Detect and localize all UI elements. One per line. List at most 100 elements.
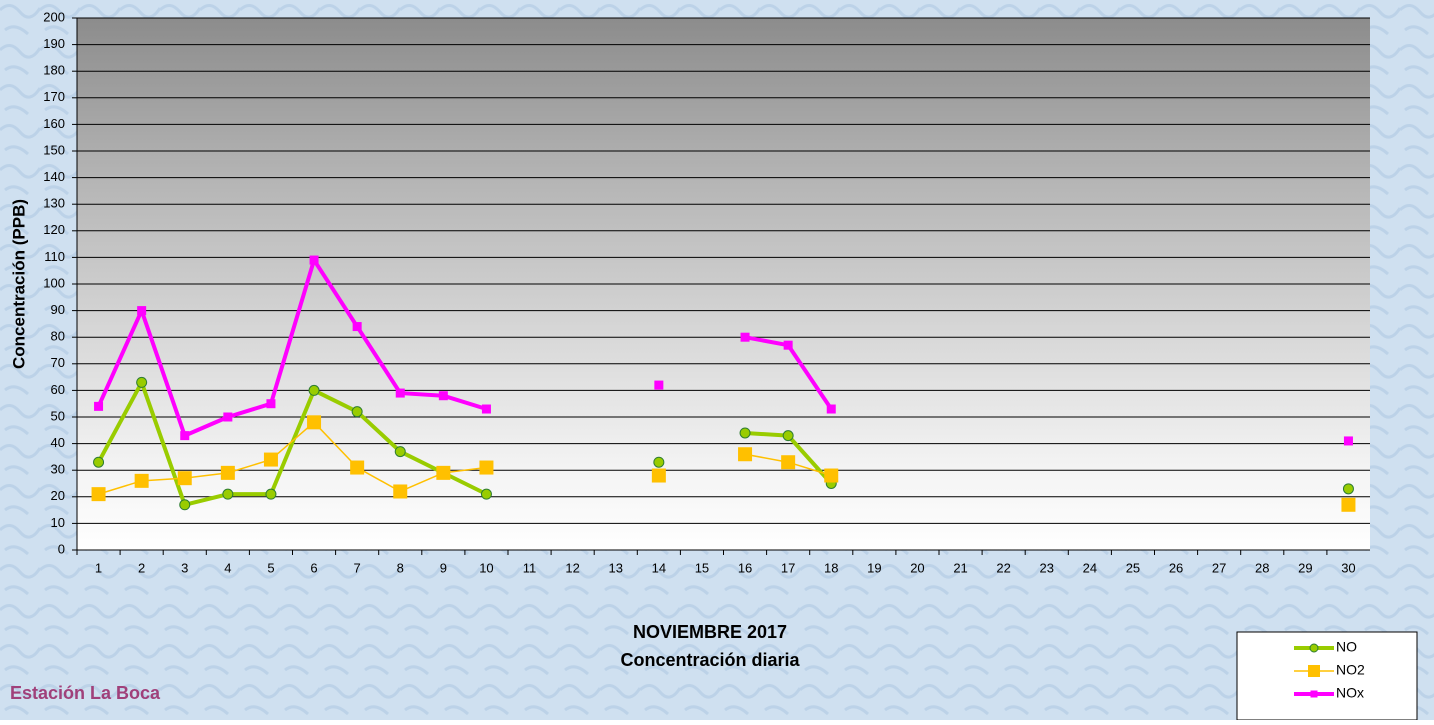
y-tick-label: 80 — [51, 329, 65, 344]
data-point — [479, 460, 494, 475]
data-point — [781, 455, 796, 470]
y-tick-label: 160 — [43, 116, 65, 131]
x-tick-label: 1 — [95, 560, 102, 575]
data-point — [481, 404, 491, 414]
x-tick-label: 5 — [267, 560, 274, 575]
data-point — [352, 322, 362, 332]
data-point — [307, 415, 322, 430]
data-point — [394, 446, 406, 458]
data-point — [137, 306, 147, 316]
x-tick-label: 2 — [138, 560, 145, 575]
y-tick-label: 40 — [51, 435, 65, 450]
x-tick-label: 17 — [781, 560, 795, 575]
x-tick-label: 20 — [910, 560, 924, 575]
data-point — [350, 460, 365, 475]
y-tick-label: 10 — [51, 515, 65, 530]
data-point — [782, 430, 794, 442]
x-tick-label: 22 — [996, 560, 1010, 575]
x-tick-label: 28 — [1255, 560, 1269, 575]
x-tick-label: 11 — [523, 560, 537, 575]
x-tick-label: 19 — [867, 560, 881, 575]
data-point — [222, 488, 234, 500]
y-tick-label: 60 — [51, 382, 65, 397]
legend-label: NO — [1336, 639, 1357, 655]
x-tick-label: 29 — [1298, 560, 1312, 575]
data-point — [94, 401, 104, 411]
data-point — [1343, 436, 1353, 446]
data-point — [265, 488, 277, 500]
x-tick-label: 24 — [1083, 560, 1097, 575]
y-tick-label: 0 — [58, 541, 65, 556]
y-tick-label: 150 — [43, 142, 65, 157]
x-tick-label: 26 — [1169, 560, 1183, 575]
x-tick-label: 25 — [1126, 560, 1140, 575]
y-tick-label: 120 — [43, 222, 65, 237]
x-tick-label: 30 — [1341, 560, 1355, 575]
legend-marker — [1308, 665, 1320, 677]
x-tick-label: 21 — [953, 560, 967, 575]
x-tick-label: 15 — [695, 560, 709, 575]
y-tick-label: 20 — [51, 488, 65, 503]
data-point — [308, 384, 320, 396]
y-tick-label: 70 — [51, 355, 65, 370]
data-point — [653, 456, 665, 468]
y-tick-label: 90 — [51, 302, 65, 317]
data-point — [438, 391, 448, 401]
data-point — [180, 431, 190, 441]
data-point — [93, 456, 105, 468]
data-point — [783, 340, 793, 350]
data-point — [826, 404, 836, 414]
data-point — [220, 465, 235, 480]
y-tick-label: 200 — [43, 9, 65, 24]
data-point — [654, 380, 664, 390]
x-tick-label: 12 — [565, 560, 579, 575]
x-tick-label: 4 — [224, 560, 231, 575]
y-tick-label: 130 — [43, 196, 65, 211]
data-point — [1342, 483, 1354, 495]
data-point — [740, 332, 750, 342]
legend-marker — [1310, 690, 1318, 698]
data-point — [738, 447, 753, 462]
chart-title: NOVIEMBRE 2017 — [633, 622, 787, 642]
data-point — [824, 468, 839, 483]
legend-marker — [1309, 643, 1319, 653]
station-label: Estación La Boca — [10, 683, 161, 703]
data-point — [179, 499, 191, 511]
data-point — [223, 412, 233, 422]
data-point — [739, 427, 751, 439]
y-tick-label: 190 — [43, 36, 65, 51]
x-tick-label: 3 — [181, 560, 188, 575]
data-point — [651, 468, 666, 483]
data-point — [266, 399, 276, 409]
x-tick-label: 7 — [354, 560, 361, 575]
x-tick-label: 13 — [609, 560, 623, 575]
y-tick-label: 140 — [43, 169, 65, 184]
data-point — [134, 473, 149, 488]
data-point — [309, 255, 319, 265]
x-tick-label: 16 — [738, 560, 752, 575]
data-point — [177, 471, 192, 486]
data-point — [393, 484, 408, 499]
x-tick-label: 23 — [1040, 560, 1054, 575]
legend-label: NOx — [1336, 685, 1364, 701]
data-point — [1341, 497, 1356, 512]
y-tick-label: 30 — [51, 462, 65, 477]
x-tick-label: 6 — [310, 560, 317, 575]
x-tick-label: 10 — [479, 560, 493, 575]
x-tick-label: 27 — [1212, 560, 1226, 575]
x-tick-label: 18 — [824, 560, 838, 575]
data-point — [395, 388, 405, 398]
y-tick-label: 110 — [44, 249, 65, 264]
y-axis-label: Concentración (PPB) — [9, 199, 28, 369]
y-tick-label: 180 — [43, 63, 65, 78]
y-tick-label: 170 — [43, 89, 65, 104]
data-point — [136, 376, 148, 388]
data-point — [91, 487, 106, 502]
data-point — [263, 452, 278, 467]
x-tick-label: 8 — [397, 560, 404, 575]
x-tick-label: 14 — [652, 560, 666, 575]
y-tick-label: 100 — [43, 275, 65, 290]
chart-subtitle: Concentración diaria — [620, 650, 800, 670]
x-tick-label: 9 — [440, 560, 447, 575]
